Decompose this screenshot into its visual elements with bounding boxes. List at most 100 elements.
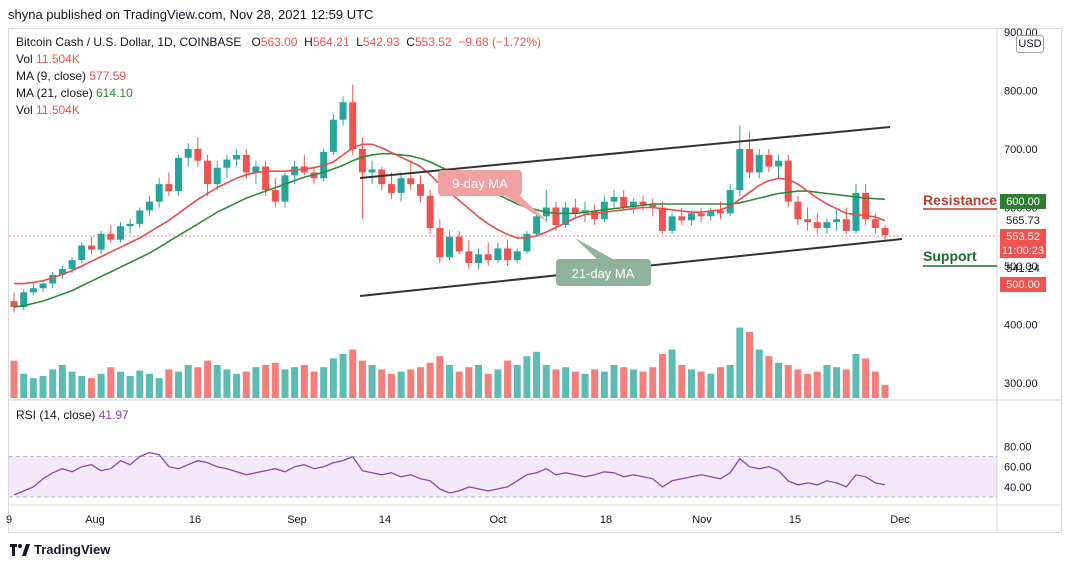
volume-bar <box>871 371 879 398</box>
candle-body <box>242 154 250 173</box>
open-value: 563.00 <box>260 35 298 49</box>
volume-bar <box>446 365 453 398</box>
candle-body <box>204 160 212 185</box>
candle-body <box>523 233 531 252</box>
candle-body <box>707 210 715 217</box>
candle-body <box>697 213 705 217</box>
close-value: 553.52 <box>414 35 452 49</box>
candle-body <box>736 149 744 190</box>
volume-bar <box>204 360 212 398</box>
candle-body <box>513 251 521 261</box>
candle-body <box>562 207 570 226</box>
volume-bar <box>542 365 550 398</box>
rsi-tick-label: 40.00 <box>1004 482 1032 494</box>
svg-text:11:00:23: 11:00:23 <box>1002 245 1044 257</box>
candle-body <box>639 201 647 205</box>
tradingview-footer[interactable]: TradingView <box>10 542 110 557</box>
volume-bar <box>155 378 163 398</box>
volume-bar <box>271 362 279 398</box>
candle-body <box>87 245 95 250</box>
candle-body <box>658 207 666 231</box>
publish-header: shyna published on TradingView.com, Nov … <box>8 7 374 22</box>
volume-bar <box>10 360 18 398</box>
volume-bar <box>126 376 134 398</box>
volume-bar <box>852 354 860 398</box>
candle-body <box>184 149 192 158</box>
price-tick-label: 800.00 <box>1004 86 1038 98</box>
volume-bar <box>697 371 705 398</box>
candle-body <box>813 222 821 228</box>
candle-body <box>726 189 734 214</box>
volume-bar <box>494 369 502 398</box>
candle-body <box>155 184 163 202</box>
candle-body <box>765 154 773 167</box>
volume-bar <box>591 369 599 398</box>
volume-bar <box>610 365 618 398</box>
candle-body <box>407 178 415 185</box>
volume-bar <box>600 371 608 398</box>
volume-bar <box>649 367 657 398</box>
candle-body <box>416 184 424 196</box>
candle-body <box>49 274 57 284</box>
volume-bar <box>746 332 754 398</box>
volume-bar <box>775 362 783 398</box>
volume-bar <box>504 360 512 398</box>
candle-body <box>649 204 657 208</box>
volume-bar <box>668 349 676 398</box>
volume-bar <box>29 378 37 398</box>
volume-bar <box>262 365 270 398</box>
ma21-legend: MA (21, close) 614.10 <box>16 86 133 100</box>
volume-bar <box>136 370 144 398</box>
candle-body <box>213 167 221 185</box>
time-tick-label: 9 <box>6 514 12 526</box>
support-label: Support <box>923 248 977 264</box>
volume-bar <box>465 367 473 398</box>
candle-body <box>794 201 802 220</box>
volume-bar <box>416 367 424 398</box>
ma9-callout-text: 9-day MA <box>452 176 508 191</box>
volume-bar <box>552 369 560 398</box>
chart-frame[interactable] <box>8 28 1062 533</box>
currency-button[interactable]: USD <box>1016 35 1044 53</box>
volume-bar <box>678 365 686 398</box>
volume-bar <box>397 371 405 398</box>
tag-resistance: 600.00 <box>1000 194 1046 209</box>
volume-bar <box>455 371 463 398</box>
candle-body <box>39 283 47 289</box>
candle-body <box>397 178 405 193</box>
volume-bar <box>184 365 192 398</box>
candle-body <box>465 251 473 264</box>
candle-body <box>58 268 66 275</box>
candle-body <box>358 149 366 173</box>
volume-bar <box>784 365 792 398</box>
volume-bar <box>533 351 541 398</box>
candle-body <box>610 196 618 202</box>
volume-bar <box>349 349 357 398</box>
candle-body <box>368 169 376 173</box>
volume-bar <box>513 365 521 398</box>
candle-body <box>446 236 453 258</box>
time-tick-label: Dec <box>890 514 910 526</box>
ma21-callout: 21-day MA <box>556 238 651 286</box>
volume-bar <box>310 371 318 398</box>
price-axis: 300.00400.00500.00600.00700.00800.00900.… <box>1004 27 1038 494</box>
rsi-tick-label: 80.00 <box>1004 442 1032 454</box>
volume-bar <box>329 358 337 398</box>
symbol-legend: Bitcoin Cash / U.S. Dollar, 1D, COINBASE… <box>16 35 542 49</box>
time-tick-label: 18 <box>600 514 612 526</box>
candle-body <box>852 192 860 231</box>
rsi-band <box>9 456 997 497</box>
candle-body <box>533 216 541 234</box>
candle-body <box>252 166 260 173</box>
volume-bar <box>755 349 763 398</box>
rsi-legend: RSI (14, close) 41.97 <box>16 408 129 422</box>
candle-body <box>494 248 502 261</box>
volume-bar <box>242 371 250 398</box>
volume-bar <box>213 365 221 398</box>
candle-body <box>223 159 231 168</box>
candle-body <box>591 210 599 220</box>
volume-bar <box>484 373 492 398</box>
candle-body <box>97 233 105 250</box>
volume-bar <box>281 369 289 398</box>
